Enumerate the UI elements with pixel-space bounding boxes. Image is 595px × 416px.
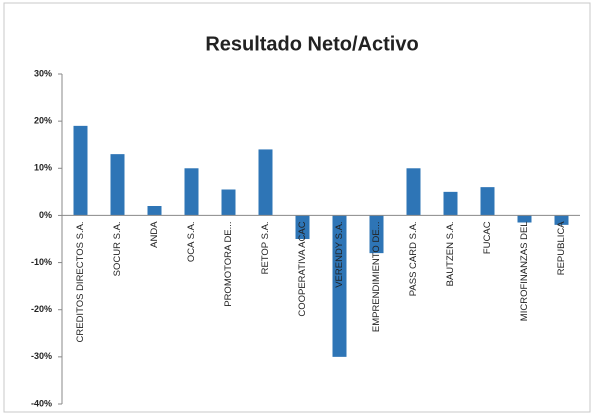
bar: [147, 206, 162, 216]
x-tick-label: RETOP S.A.: [260, 221, 271, 274]
bar: [332, 215, 347, 357]
x-tick-label: ANDA: [149, 221, 160, 248]
bar: [258, 149, 273, 216]
bar: [480, 187, 495, 216]
y-tick-label: 10%: [34, 163, 52, 173]
x-tick-label: MICROFINANZAS DEL: [519, 221, 530, 321]
x-tick-label: SOCUR S.A.: [112, 221, 123, 276]
y-tick-label: -10%: [31, 257, 52, 267]
x-tick-label: PROMOTORA DE...: [223, 221, 234, 306]
bar: [295, 215, 310, 239]
y-tick-label: -40%: [31, 398, 52, 408]
bar: [184, 168, 199, 216]
x-tick-label: BAUTZEN S.A.: [445, 221, 456, 286]
x-tick-label: COOPERATIVA ACAC: [297, 221, 308, 316]
y-tick-label: -30%: [31, 351, 52, 361]
y-tick-label: 0%: [39, 210, 52, 220]
bar: [443, 191, 458, 216]
bar: [406, 168, 421, 216]
x-tick-label: OCA S.A.: [186, 221, 197, 262]
x-tick-label: FUCAC: [482, 221, 493, 254]
x-tick-label: EMPRENDIMIENTO DE...: [371, 221, 382, 332]
y-tick-label: -20%: [31, 304, 52, 314]
x-tick-label: CREDITOS DIRECTOS S.A.: [75, 221, 86, 342]
chart-title: Resultado Neto/Activo: [205, 33, 418, 55]
chart-border: [3, 2, 591, 413]
bar: [517, 215, 532, 223]
x-tick-label: VERENDY S.A.: [334, 221, 345, 287]
bar: [369, 215, 384, 254]
bar: [110, 154, 125, 216]
bar: [554, 215, 569, 225]
y-tick-label: 20%: [34, 116, 52, 126]
bar: [221, 189, 236, 216]
x-tick-label: REPUBLICA: [556, 221, 567, 276]
y-tick-label: 30%: [34, 68, 52, 78]
bar: [73, 125, 88, 216]
x-tick-label: PASS CARD S.A.: [408, 221, 419, 296]
